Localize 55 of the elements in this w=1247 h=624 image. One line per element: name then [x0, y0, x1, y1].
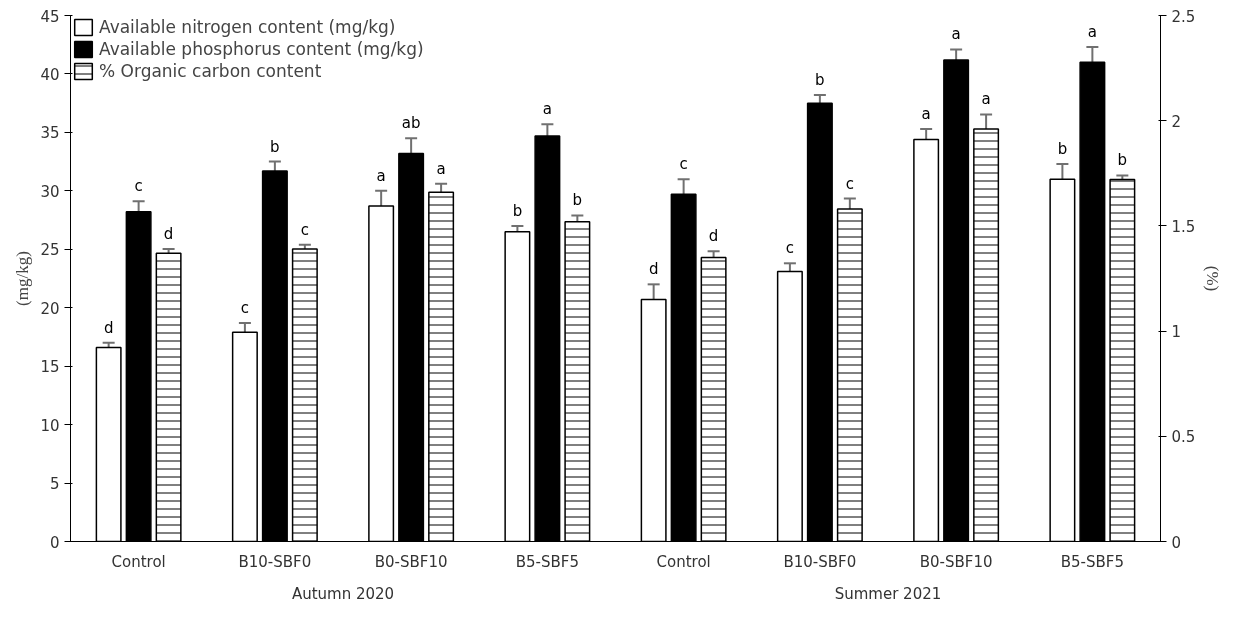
y2-tick-label: 1: [1171, 323, 1182, 342]
data-label: b: [815, 70, 825, 89]
x-tick-label: B0-SBF10: [919, 552, 993, 571]
text: Summer 2021: [834, 584, 942, 603]
y-tick-label: 20: [40, 299, 60, 318]
y-tick-label: 30: [40, 182, 60, 201]
y-tick-label: 45: [40, 7, 60, 26]
x-tick-label: B5-SBF5: [1060, 552, 1124, 571]
data-label: b: [512, 201, 523, 220]
y2-tick-label: 1.5: [1171, 217, 1196, 236]
y-tick-label: 0: [49, 533, 60, 552]
data-label: c: [679, 155, 688, 174]
data-label: a: [921, 104, 931, 123]
data-label: a: [376, 166, 386, 185]
y-tick-label: 5: [49, 475, 60, 494]
data-label: d: [648, 260, 659, 279]
x-tick-label: B0-SBF10: [374, 552, 448, 571]
y2-tick-label: 0: [1171, 533, 1182, 552]
y-axis-title: (mg/kg): [13, 251, 33, 306]
data-label: a: [981, 90, 991, 109]
data-label: b: [270, 137, 280, 156]
x-tick-label: Control: [111, 552, 166, 571]
y2-axis-title: (%): [1203, 265, 1223, 292]
data-label: a: [1087, 23, 1097, 42]
y-tick-label: 15: [40, 358, 60, 377]
data-label: c: [134, 177, 143, 196]
legend-label: % Organic carbon content: [99, 61, 322, 81]
data-label: b: [1117, 151, 1128, 170]
data-label: d: [103, 318, 114, 337]
data-label: c: [240, 298, 250, 317]
y-tick-label: 35: [40, 124, 60, 143]
y2-tick-label: 2: [1171, 112, 1182, 131]
legend-label: Available phosphorus content (mg/kg): [99, 39, 424, 59]
x-tick-label: B5-SBF5: [515, 552, 579, 571]
data-label: a: [542, 100, 552, 119]
data-label: c: [785, 239, 795, 258]
y2-tick-label: 2.5: [1171, 7, 1196, 26]
y2-tick-label: 0.5: [1171, 428, 1196, 447]
data-label: a: [951, 25, 961, 44]
data-label: b: [1057, 139, 1068, 158]
data-label: ab: [401, 114, 421, 133]
y-tick-label: 10: [40, 416, 60, 435]
data-label: d: [708, 227, 719, 246]
data-label: c: [845, 174, 854, 193]
legend-label: Available nitrogen content (mg/kg): [99, 17, 396, 37]
x-tick-label: B10-SBF0: [783, 552, 857, 571]
x-tick-label: B10-SBF0: [238, 552, 312, 571]
text: Autumn 2020: [291, 584, 395, 603]
y-tick-label: 25: [40, 241, 60, 260]
data-label: c: [300, 220, 309, 239]
y-tick-label: 40: [40, 65, 60, 84]
data-label: a: [436, 159, 446, 178]
x-tick-label: Control: [656, 552, 711, 571]
data-label: d: [163, 225, 174, 244]
data-label: b: [572, 191, 583, 210]
